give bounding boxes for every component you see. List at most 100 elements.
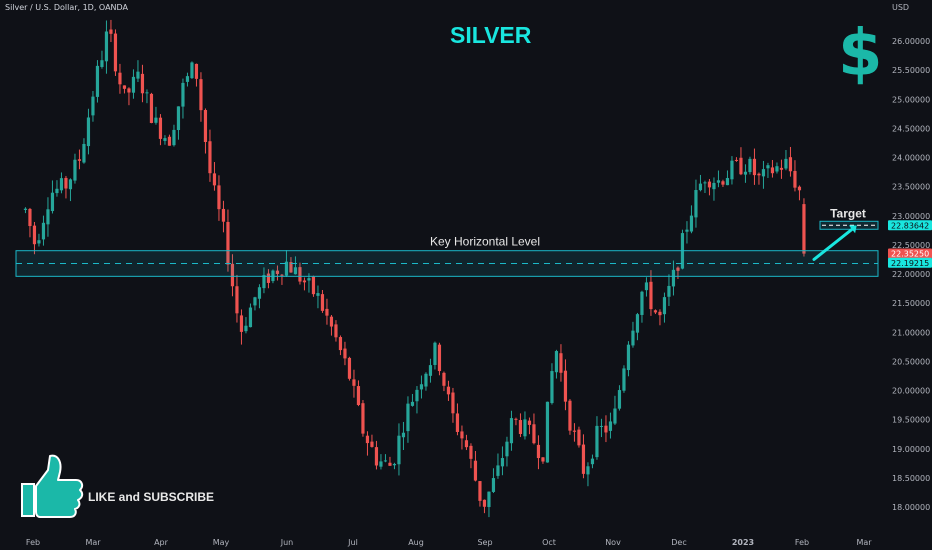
candle-down [302,280,307,283]
dollar-sign-icon: $ [838,17,883,91]
candle-up [131,76,136,93]
candle-up [424,373,428,387]
candle-up [550,371,554,404]
candle-down [739,157,743,175]
candle-down [451,392,455,414]
candle-down [77,159,82,161]
candle-up [613,408,617,424]
candle-down [118,72,122,85]
candle-up [743,171,748,175]
candle-down [568,400,572,431]
y-tick-label: 18.50000 [892,474,930,483]
candle-up [257,287,262,299]
candle-up [595,425,599,458]
candle-down [563,370,568,402]
candle-up [433,342,437,365]
target-label: Target [830,206,866,220]
candle-down [464,440,469,448]
candle-down [559,353,563,373]
candle-down [347,357,352,379]
x-tick-label: Jun [280,538,294,547]
candle-down [329,316,334,327]
candle-up [644,282,649,291]
candle-up [667,285,671,297]
candle-up [190,62,194,79]
candle-up [415,389,419,402]
price-tag [888,220,932,231]
candle-down [356,386,361,406]
candle-down [235,286,239,314]
candle-down [482,499,487,507]
candle-down [365,435,370,444]
candle-down [289,262,293,273]
candle-down [473,460,478,481]
x-tick-label: Jul [347,538,358,547]
candle-down [518,420,523,434]
candle-up [163,138,167,141]
candle-up [91,96,95,116]
candle-up [491,478,496,492]
candle-down [757,173,761,176]
candle-down [707,181,712,188]
y-tick-label: 24.50000 [892,124,930,133]
candle-down [532,424,536,444]
candle-up [775,166,779,172]
candle-down [577,429,581,446]
candle-down [203,110,208,143]
candle-down [334,324,338,338]
candle-up [59,178,64,191]
candle-up [41,222,46,240]
candle-down [752,158,757,176]
x-tick-label: Mar [856,538,872,547]
y-tick-label: 20.50000 [892,357,930,366]
candle-down [325,308,329,316]
candle-up [401,432,406,438]
thumbs-up-icon[interactable] [18,452,84,522]
candle-up [608,421,613,431]
y-tick-label: 23.50000 [892,183,930,192]
price-tag-label: 22.19215 [891,259,929,268]
candle-up [496,465,500,476]
candle-down [536,444,541,459]
x-tick-label: Oct [542,538,556,547]
target-arrow-head [848,225,857,234]
candle-up [95,65,100,97]
candle-down [658,311,662,316]
candle-up [487,491,491,508]
y-tick-label: 26.00000 [892,37,930,46]
candle-up [685,229,689,232]
candle-up [640,291,644,315]
candle-down [437,344,442,372]
candle-down [28,208,32,227]
candle-up [397,435,401,465]
y-tick-label: 23.00000 [892,212,930,221]
candle-down [230,263,235,287]
candle-down [653,310,658,313]
candle-down [32,225,37,245]
candle-down [793,170,797,188]
candle-up [671,269,676,287]
price-tag [888,257,932,268]
candle-down [239,315,244,332]
candle-up [590,458,595,465]
x-tick-label: Feb [26,538,40,547]
candle-down [212,173,217,186]
candle-down [149,93,154,123]
x-tick-label: 2023 [732,538,754,547]
candle-down [455,413,460,432]
candle-down [649,281,653,310]
candle-down [226,221,230,265]
candle-up [253,297,257,306]
candle-up [784,158,788,169]
candle-down [469,445,473,459]
candle-up [271,270,275,282]
candle-down [676,267,680,271]
candle-down [113,33,118,72]
candle-down [352,379,356,386]
candle-down [109,29,113,34]
target-zone [819,220,879,230]
y-tick-label: 22.50000 [892,241,930,250]
candle-up [68,179,73,190]
